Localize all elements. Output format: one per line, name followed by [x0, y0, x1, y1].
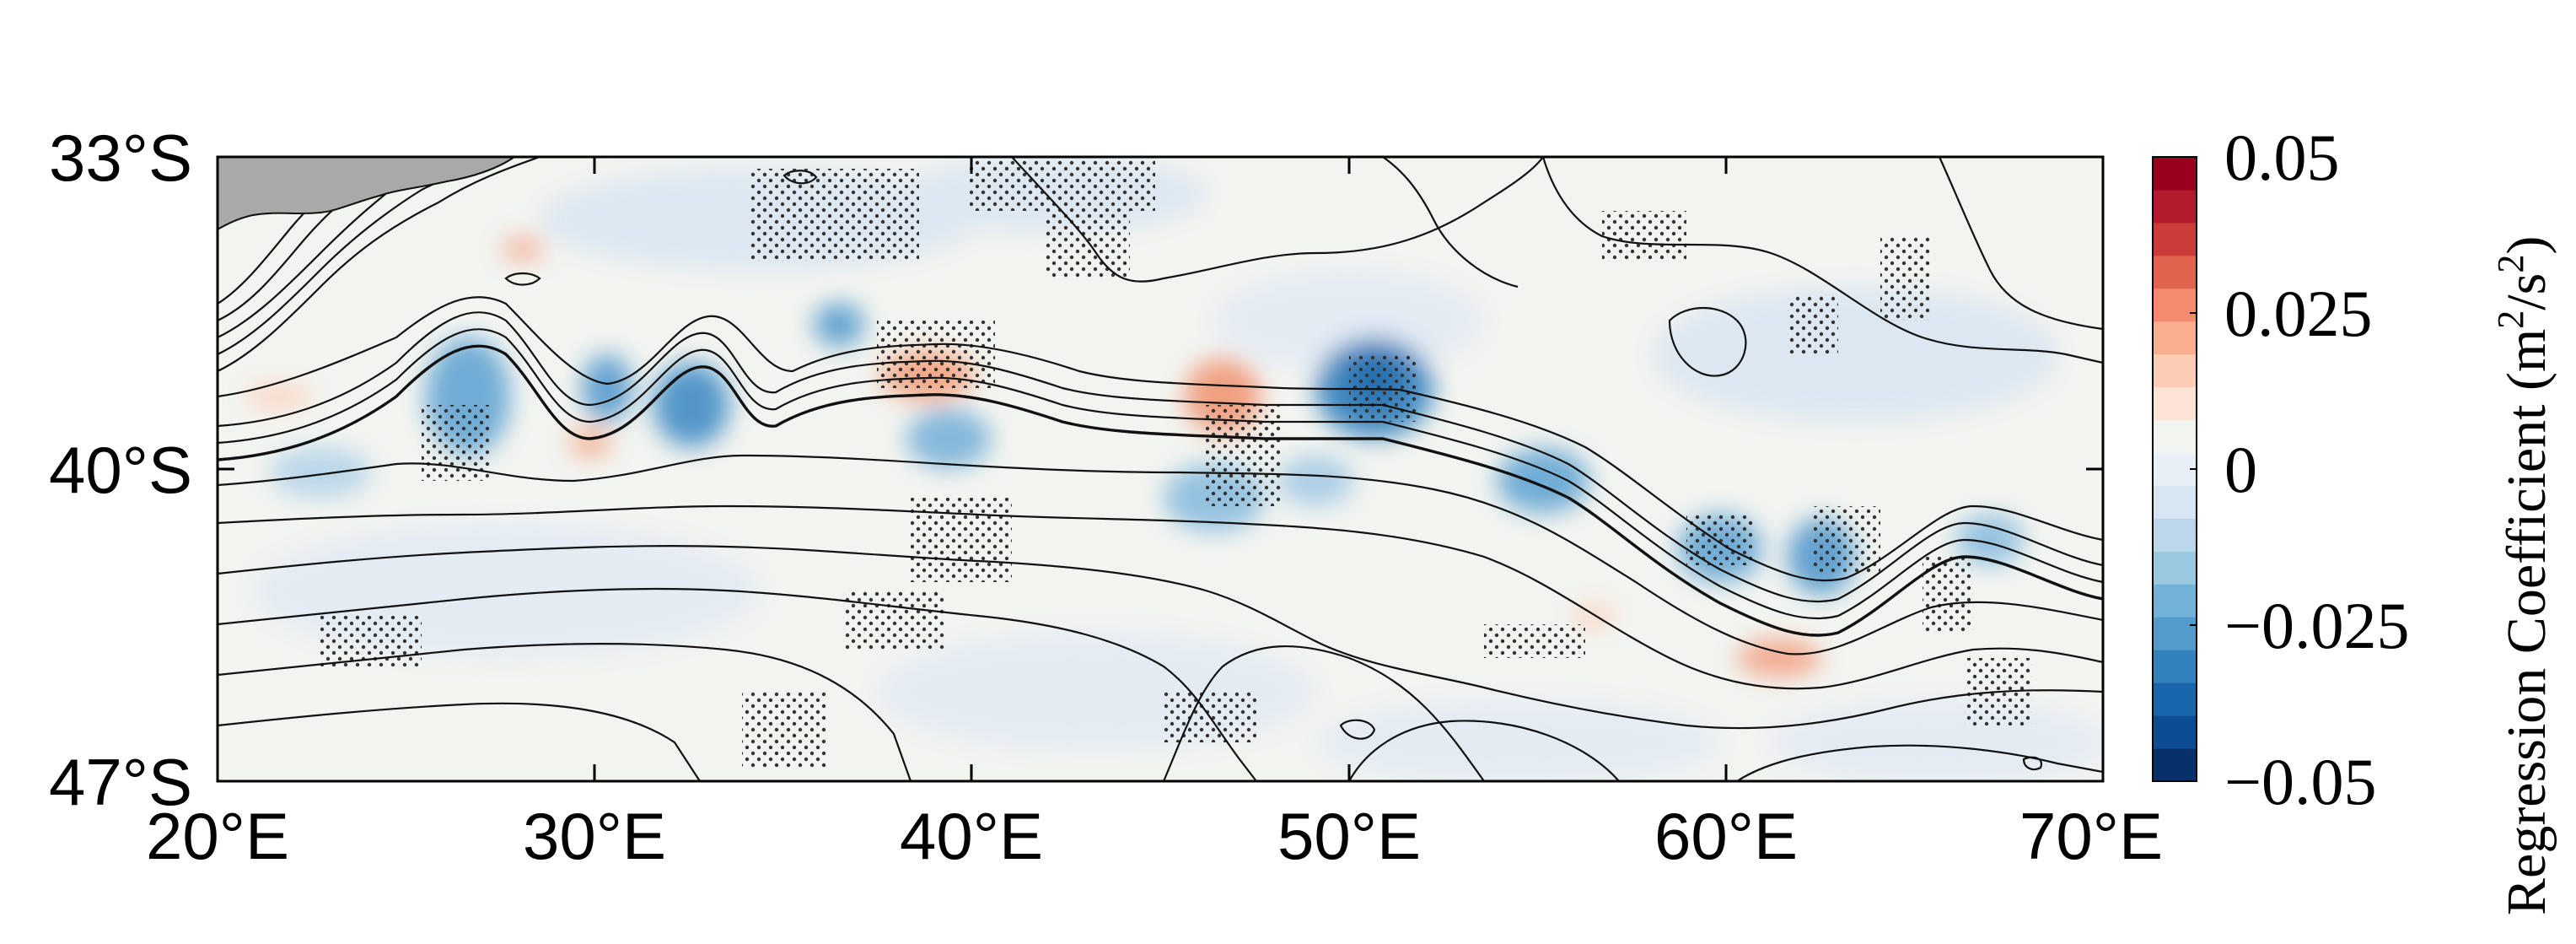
- colorbar-swatch: [2153, 321, 2197, 355]
- x-tick-label: 60°E: [1654, 799, 1798, 873]
- colorbar-swatch: [2153, 452, 2197, 486]
- colorbar-tick-label: 0: [2224, 433, 2257, 506]
- land-south-africa: [218, 157, 516, 231]
- colorbar-tick-marks: [2190, 156, 2197, 782]
- colorbar-swatch: [2153, 748, 2197, 782]
- colorbar-tick-label: 0.05: [2224, 121, 2340, 194]
- x-tick-label: 40°E: [900, 799, 1043, 873]
- colorbar-tick-label: −0.05: [2224, 745, 2377, 818]
- x-tick-labels: 20°E 30°E 40°E 50°E 60°E 70°E: [146, 799, 2163, 873]
- map-panel: [218, 157, 2103, 781]
- x-tick-label: 50°E: [1277, 799, 1421, 873]
- colorbar-swatch: [2153, 650, 2197, 683]
- colorbar-swatches: [2153, 157, 2197, 782]
- tick-marks: [218, 155, 2103, 783]
- x-tick-label: 30°E: [523, 799, 666, 873]
- y-tick-label: 47°S: [49, 745, 192, 819]
- colorbar-swatch: [2153, 255, 2197, 289]
- colorbar-swatch: [2153, 222, 2197, 256]
- x-tick-label: 20°E: [146, 799, 289, 873]
- colorbar-tick-label: 0.025: [2224, 277, 2373, 350]
- colorbar-swatch: [2153, 189, 2197, 224]
- colorbar-swatch: [2153, 715, 2197, 749]
- colorbar-swatch: [2153, 682, 2197, 716]
- colorbar-swatch: [2153, 353, 2197, 388]
- colorbar-swatch: [2153, 386, 2197, 421]
- colorbar-swatch: [2153, 419, 2197, 454]
- y-tick-labels: 33°S 40°S 47°S: [49, 121, 192, 819]
- colorbar-swatch: [2153, 584, 2197, 618]
- colorbar-swatch: [2153, 288, 2197, 322]
- colorbar-swatch: [2153, 518, 2197, 552]
- colorbar-swatch: [2153, 551, 2197, 585]
- colorbar-title: Regression Coefficient (m2/s2): [2490, 236, 2557, 915]
- colorbar-swatch: [2153, 617, 2197, 650]
- colorbar-swatch: [2153, 157, 2197, 191]
- colorbar: 0.05 0.025 0 −0.025 −0.05 Regression Coe…: [2152, 121, 2557, 915]
- colorbar-tick-label: −0.025: [2224, 589, 2410, 662]
- y-tick-label: 33°S: [49, 121, 192, 195]
- x-tick-label: 70°E: [2019, 799, 2163, 873]
- colorbar-swatch: [2153, 485, 2197, 519]
- y-tick-label: 40°S: [49, 433, 192, 507]
